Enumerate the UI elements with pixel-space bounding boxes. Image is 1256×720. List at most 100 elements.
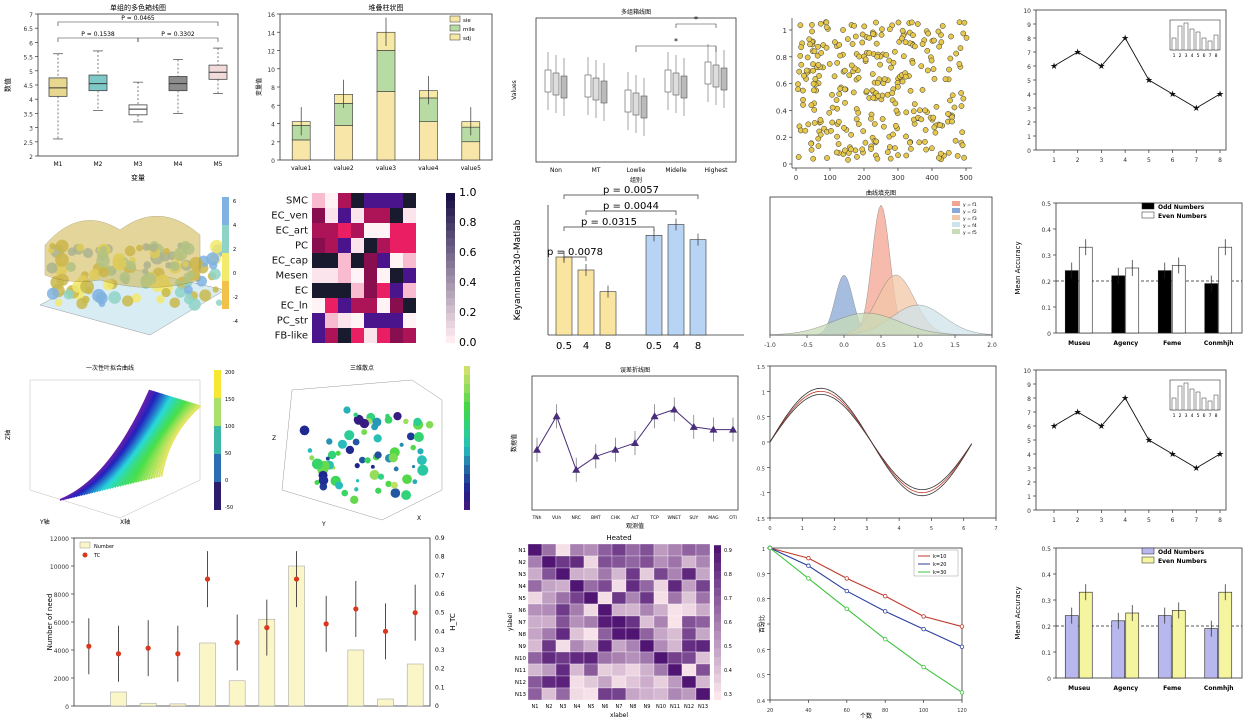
heatmap-cell (583, 651, 599, 665)
legend-swatch (449, 15, 461, 23)
scatter-point (809, 28, 815, 35)
y-tick-label: 14 (267, 30, 275, 37)
chart-panel-5: 0 1 2 3 4 5 6 7 8 9 10 1 2 3 4 5 6 7 8 ★ ★ ★ ★ ★ ★ ★ ★ 1 2 3 4 5 6 7 8 (1006, 0, 1256, 185)
star-marker: ★ (1121, 394, 1129, 404)
x-tick-label: 8 (695, 341, 701, 352)
heatmap-cell (403, 193, 416, 208)
heatmap-cell (338, 193, 351, 208)
inset-bar (1183, 382, 1189, 411)
inset-tick-label: 2 (1179, 53, 1182, 59)
scatter-point (796, 68, 803, 75)
y-tick-label: 1 (1027, 134, 1031, 141)
heatmap-cell (653, 579, 669, 593)
heatmap-cell (569, 675, 585, 689)
star-marker: ★ (1216, 450, 1224, 460)
x-tick-label: Midelle (665, 167, 687, 174)
heatmap-cell (541, 555, 557, 569)
triangle-marker (709, 425, 718, 433)
x-tick-label: Conmhjh (1204, 340, 1234, 347)
colorbar-label: -2 (233, 295, 238, 301)
scatter-point (871, 121, 878, 127)
heatmap-cell (403, 238, 416, 253)
colorbar-segment (714, 648, 721, 658)
heatmap-cell (583, 603, 599, 617)
heatmap-cell (583, 567, 599, 581)
scatter-point (873, 19, 879, 26)
scatter-point (375, 487, 382, 494)
scatter-point (817, 131, 824, 138)
y-axis-label: 数据值 (510, 434, 518, 452)
x-tick-label: 7 (1194, 517, 1198, 524)
heatmap-cell (390, 328, 403, 343)
heatmap-row-label: N12 (515, 680, 526, 686)
scatter-point (899, 78, 906, 85)
scatter-point (855, 74, 862, 81)
scatter-point (826, 61, 833, 67)
x-tick-label: 120 (957, 708, 967, 714)
y-tick-label: 2 (29, 154, 33, 161)
colorbar-label: 50 (225, 451, 231, 457)
colorbar-segment (714, 622, 721, 632)
colorbar-label: 6 (233, 199, 236, 205)
colorbar-label: 0.7 (724, 596, 732, 602)
inset-tick-label: 7 (1209, 413, 1212, 419)
scatter-point (795, 81, 801, 88)
x-tick-label: Feme (1163, 685, 1181, 692)
scatter-point (805, 121, 812, 128)
x-tick-label: BMT (591, 515, 601, 521)
heatmap-cell (653, 651, 669, 665)
x-tick-label: ALT (631, 515, 639, 521)
p-value-label: p = 0.0315 (581, 217, 637, 228)
x-tick-label: 6 (1171, 157, 1175, 164)
x-tick-label: 3 (865, 526, 868, 530)
heatmap-cell (597, 603, 613, 617)
scatter-point (895, 19, 902, 26)
scatter-point (888, 64, 894, 71)
scatter-point (870, 31, 876, 37)
y-tick-label: 4000 (54, 648, 69, 655)
heatmap-cell (569, 663, 585, 677)
inset-tick-label: 5 (1197, 413, 1200, 419)
axes-box (281, 379, 443, 521)
heatmap-col-label: N1 (532, 704, 539, 710)
colorbar-segment (464, 501, 470, 510)
colorbar-segment (464, 393, 470, 402)
scatter-point (809, 22, 815, 28)
heatmap-cell (695, 651, 711, 665)
heatmap-cell (611, 687, 627, 701)
heatmap-cell (653, 675, 669, 689)
y-tick-label: 4 (29, 97, 33, 104)
heatmap-cell (583, 579, 599, 593)
scatter-point (938, 39, 945, 45)
line-marker (844, 576, 849, 581)
chart-panel-4: 0 0.2 0.4 0.6 0.8 1 0 100 200 300 400 500 (756, 0, 1006, 185)
scatter-point (417, 464, 429, 476)
scatter-point (859, 39, 866, 46)
legend-label: mile (463, 27, 475, 33)
legend-swatch (1141, 202, 1155, 210)
surface-strip (150, 403, 197, 480)
scatter-point (798, 44, 804, 51)
bar (1171, 265, 1186, 334)
scatter-point (892, 145, 898, 151)
y-axis-label: 数值 (3, 78, 12, 92)
plot-frame (535, 17, 737, 163)
x-tick-label: WNET (667, 515, 681, 521)
heatmap-cell (351, 253, 364, 268)
heatmap-cell (569, 567, 585, 581)
colorbar-segment (714, 571, 721, 580)
line-marker (767, 545, 773, 551)
colorbar-segment (714, 588, 721, 597)
scatter-point (878, 31, 885, 38)
scatter-point (801, 72, 807, 79)
scatter-point (892, 122, 899, 129)
scatter-point (831, 39, 838, 45)
heatmap-cell (569, 639, 585, 653)
y-tick-label: 16 (267, 12, 275, 19)
heatmap-row-label: N5 (518, 596, 526, 602)
scatter-point (868, 146, 874, 152)
scatter-point (919, 87, 926, 93)
scatter-point (917, 107, 923, 114)
y-axis-label: Mean Accuracy (1014, 241, 1022, 294)
scatter-point (942, 76, 949, 83)
